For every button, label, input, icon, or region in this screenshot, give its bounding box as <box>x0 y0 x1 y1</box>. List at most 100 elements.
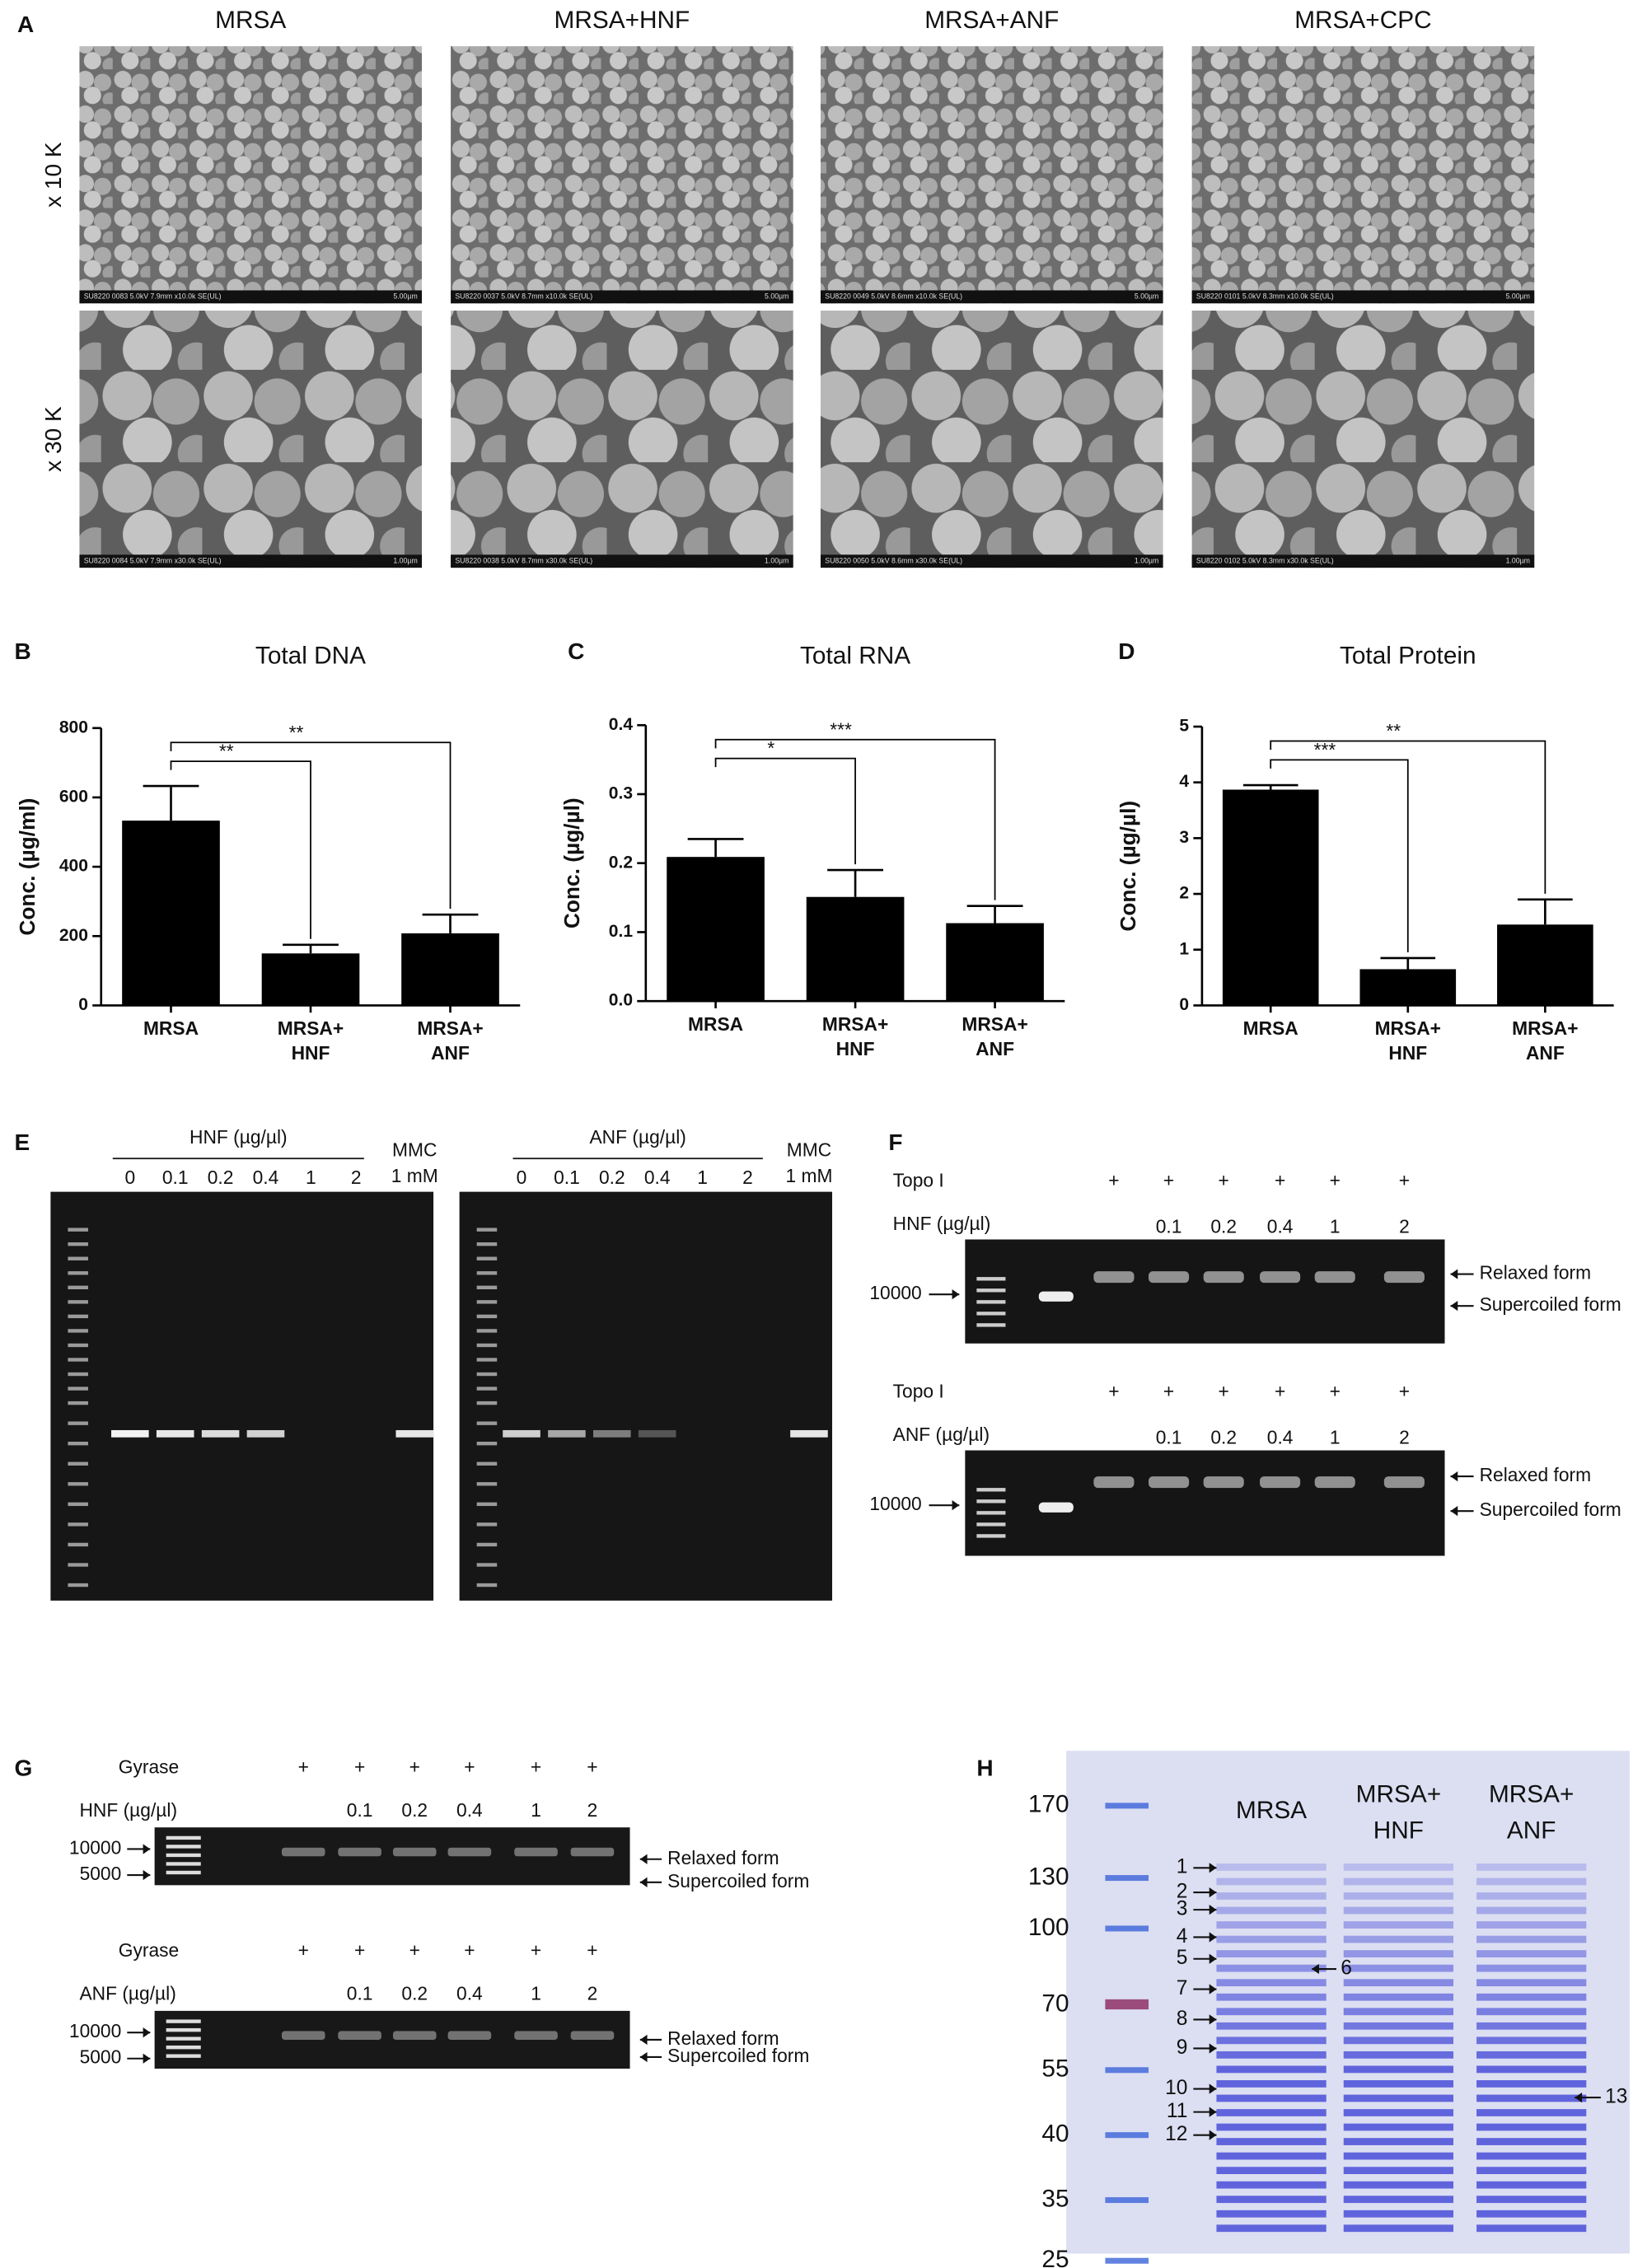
column-label: MRSA+CPC <box>1294 7 1431 34</box>
band-label: 7 <box>1177 1977 1188 1999</box>
arrow-head <box>1209 2014 1217 2025</box>
form-label: Supercoiled form <box>667 2045 809 2066</box>
lane-label: 1 <box>1330 1215 1341 1237</box>
protein-band <box>1343 1964 1454 1972</box>
ladder-band <box>68 1329 88 1333</box>
ladder-band <box>476 1228 498 1232</box>
protein-band <box>1216 1878 1326 1886</box>
sem-caption: SU8220 0049 5.0kV 8.6mm x10.0k SE(UL) <box>825 292 962 301</box>
y-tick-label: 0.0 <box>609 991 633 1010</box>
protein-band <box>1343 1921 1454 1929</box>
marker-label: 25 <box>1041 2246 1069 2268</box>
ladder-band <box>68 1242 88 1246</box>
dna-band <box>1038 1502 1074 1513</box>
ladder-band <box>166 2019 201 2023</box>
protein-band <box>1343 2181 1454 2189</box>
lane-label: 0.4 <box>1267 1215 1294 1237</box>
column-label: MRSA+HNF <box>554 7 690 34</box>
protein-band <box>1476 2181 1587 2189</box>
y-tick-label: 0.4 <box>609 715 634 734</box>
protein-band <box>1216 1993 1326 2001</box>
protein-band <box>1343 2123 1454 2131</box>
band-label: 3 <box>1177 1898 1188 1920</box>
lane-label: 0.4 <box>1267 1427 1294 1448</box>
arrow-head <box>1450 1471 1458 1482</box>
plus-label: + <box>409 1756 420 1777</box>
arrow-head <box>1209 2130 1217 2140</box>
arrow-head <box>639 2034 648 2046</box>
protein-band <box>1476 2138 1587 2145</box>
chart-title: Total Protein <box>1340 643 1476 670</box>
plus-label: + <box>1163 1169 1174 1190</box>
protein-band <box>1476 1979 1587 1987</box>
protein-band <box>1476 1964 1587 1972</box>
ladder-band <box>68 1387 88 1391</box>
y-tick-label: 0 <box>1179 995 1189 1014</box>
lane-label: MRSA+ ANF <box>1489 1780 1574 1844</box>
marker-label: 10000 <box>869 1282 921 1303</box>
protein-band <box>1216 2181 1326 2189</box>
ladder-band <box>68 1285 88 1290</box>
row-label: ANF (µg/µl) <box>893 1424 990 1445</box>
ladder-band <box>1105 2257 1149 2264</box>
ladder-band <box>976 1323 1006 1327</box>
lane-label: 0 <box>124 1167 135 1188</box>
lane-label: 1 <box>306 1167 316 1188</box>
arrow-head <box>1209 2083 1217 2094</box>
lane-label: 0.4 <box>456 1799 483 1821</box>
protein-band <box>1343 2167 1454 2175</box>
ladder-band <box>166 1862 201 1866</box>
ladder-band <box>1105 1875 1149 1882</box>
control-label: MMC <box>787 1139 831 1161</box>
band-label: 10 <box>1165 2077 1187 2099</box>
protein-band <box>1476 1921 1587 1929</box>
ladder-band <box>476 1583 498 1588</box>
protein-band <box>1476 2051 1587 2059</box>
dna-band <box>395 1429 434 1438</box>
ladder-band <box>476 1329 498 1333</box>
gel-group-label: HNF (µg/µl) <box>189 1126 288 1148</box>
lane-label: 0.1 <box>1156 1215 1182 1237</box>
row-label: HNF (µg/µl) <box>893 1213 991 1234</box>
arrow-head <box>1450 1506 1458 1517</box>
y-tick-label: 400 <box>59 857 88 876</box>
y-tick-label: 0.3 <box>609 784 633 803</box>
dna-band <box>1038 1291 1074 1302</box>
lane-label: 0.2 <box>208 1167 234 1188</box>
arrow-head <box>952 1289 960 1300</box>
lane-label: 0.4 <box>253 1167 279 1188</box>
significance-bracket <box>714 757 856 865</box>
lane-label: 1 <box>697 1167 708 1188</box>
protein-band <box>1216 2123 1326 2131</box>
band-label: 11 <box>1167 2100 1187 2122</box>
dna-band <box>1203 1271 1244 1284</box>
bar <box>1222 789 1319 1006</box>
ladder-band <box>1105 2197 1149 2204</box>
marker-label: 10000 <box>69 1836 121 1858</box>
lane-label: 2 <box>742 1167 753 1188</box>
lane-label: 1 <box>531 1983 541 2004</box>
y-tick-label: 1 <box>1179 939 1189 958</box>
plus-label: + <box>531 1756 541 1777</box>
protein-band <box>1216 2210 1326 2218</box>
arrow-head <box>143 1869 151 1881</box>
ladder-band <box>68 1372 88 1377</box>
ladder-band <box>476 1563 498 1567</box>
ladder-band <box>476 1482 498 1486</box>
dna-band <box>338 2031 381 2040</box>
protein-band <box>1343 1950 1454 1957</box>
plus-label: + <box>298 1939 309 1961</box>
ladder-band <box>1105 1803 1149 1809</box>
plus-label: + <box>1108 1169 1119 1190</box>
protein-band <box>1216 1921 1326 1929</box>
arrow-head <box>1209 1953 1217 1964</box>
x-tick-label: MRSA+ HNF <box>822 1013 888 1059</box>
ladder-band <box>976 1522 1006 1527</box>
sem-scale: 1.00µm <box>765 557 788 565</box>
error-bar <box>143 784 199 821</box>
band-label: 13 <box>1605 2086 1627 2108</box>
significance-label: ** <box>1386 720 1401 741</box>
dna-band <box>1149 1476 1190 1489</box>
plus-label: + <box>409 1939 420 1961</box>
ladder-band <box>166 2027 201 2032</box>
